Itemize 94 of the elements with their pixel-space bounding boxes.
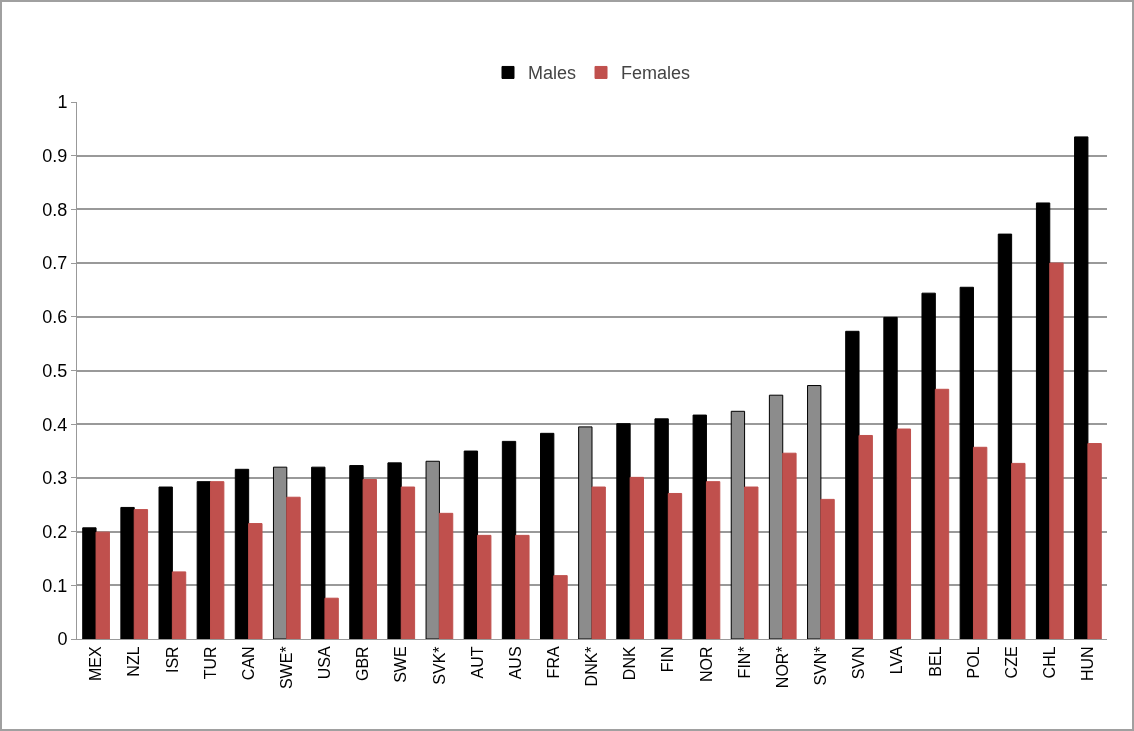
bar: [120, 506, 135, 639]
x-tick-label: SWE*: [278, 646, 296, 690]
bar: [820, 498, 835, 639]
bar: [324, 597, 339, 639]
x-tick-label: CZE: [1002, 646, 1020, 679]
bar: [1049, 262, 1064, 639]
bar: [272, 466, 288, 639]
bar: [845, 330, 860, 639]
x-tick-label: MEX: [87, 646, 105, 682]
y-tick-label: 1: [57, 92, 68, 113]
y-tick-label: 0.9: [42, 146, 68, 166]
x-tick-label: FIN*: [735, 646, 753, 679]
x-tick-label: FIN: [659, 646, 677, 673]
x-tick-label: CAN: [239, 646, 257, 681]
x-tick-label: GBR: [354, 646, 372, 682]
bar: [501, 440, 517, 639]
bar: [972, 446, 988, 639]
y-tick-label: 0.3: [42, 468, 68, 489]
x-tick-label: TUR: [201, 646, 219, 680]
bar: [248, 523, 263, 639]
bar: [234, 468, 250, 639]
bar: [133, 509, 149, 639]
bar: [286, 496, 301, 639]
bar: [171, 571, 187, 639]
x-tick-label: NOR*: [773, 646, 791, 689]
x-tick-label: NOR: [697, 646, 715, 682]
x-tick-label: AUS: [506, 646, 524, 680]
bar: [438, 512, 454, 639]
bar: [210, 481, 225, 639]
bar: [807, 385, 822, 639]
bar: [578, 426, 593, 639]
x-tick-label: DNK*: [583, 646, 601, 687]
bar: [349, 465, 364, 639]
bar: [463, 450, 479, 639]
bar: [616, 423, 631, 639]
x-tick-label: FRA: [545, 646, 563, 679]
bar: [782, 452, 797, 639]
bar: [883, 316, 898, 639]
bar: [362, 479, 377, 639]
bar: [654, 418, 669, 639]
bar: [744, 486, 759, 639]
bar: [82, 527, 97, 639]
legend-label: Females: [621, 63, 691, 84]
x-tick-label: LVA: [888, 646, 906, 675]
y-tick-label: 0.1: [42, 575, 68, 596]
x-tick-label: SVK*: [430, 646, 448, 685]
bar: [1087, 443, 1102, 639]
bar: [730, 410, 746, 639]
bar: [95, 531, 110, 639]
bar: [591, 486, 606, 639]
bar: [959, 286, 974, 639]
x-tick-label: BEL: [926, 646, 944, 677]
bar: [997, 233, 1013, 639]
bar: [515, 534, 530, 639]
bar: [934, 388, 950, 639]
bar: [1011, 462, 1026, 639]
legend-label: Males: [528, 63, 577, 84]
x-tick-label: SVN*: [812, 646, 830, 686]
bar: [540, 432, 555, 639]
bar: [311, 466, 326, 639]
x-tick-label: SVN: [850, 646, 868, 680]
bar: [667, 492, 683, 639]
bar: [425, 460, 440, 639]
bar: [400, 486, 416, 639]
bar: [387, 462, 402, 639]
y-tick-label: 0.4: [42, 414, 68, 435]
bar: [553, 575, 568, 639]
x-tick-label: CHL: [1040, 646, 1058, 679]
y-tick-label: 0.6: [42, 307, 68, 328]
bar: [477, 534, 492, 639]
y-tick-label: 0.7: [42, 253, 68, 274]
bar: [158, 486, 173, 639]
bar: [1035, 202, 1051, 639]
bar: [692, 414, 707, 639]
y-tick-label: 0.8: [42, 199, 68, 220]
x-tick-label: AUT: [468, 646, 486, 679]
bar: [196, 481, 212, 639]
x-tick-label: DNK: [621, 646, 639, 681]
bar: [629, 476, 644, 639]
x-tick-label: POL: [964, 646, 982, 679]
x-tick-label: SWE: [392, 646, 410, 683]
bar: [921, 292, 936, 639]
bar: [768, 394, 784, 639]
x-tick-label: ISR: [163, 646, 181, 674]
y-tick-label: 0.2: [42, 521, 68, 542]
x-tick-label: USA: [316, 646, 334, 680]
bar: [1074, 136, 1089, 639]
x-tick-label: HUN: [1079, 646, 1097, 682]
y-tick-label: 0.5: [42, 360, 68, 381]
x-tick-label: NZL: [125, 646, 143, 677]
bar: [896, 428, 912, 639]
y-tick-label: 0: [57, 629, 68, 650]
bar: [858, 434, 873, 639]
bar: [705, 481, 721, 639]
